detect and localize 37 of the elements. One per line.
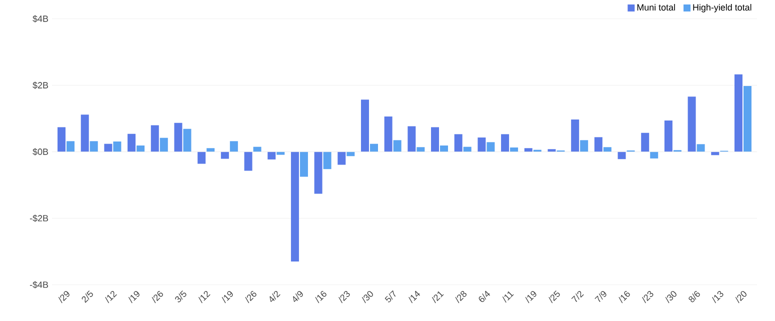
legend-label: Muni total [637, 4, 675, 11]
x-tick-label: 4/9 [293, 291, 303, 302]
x-tick-label: 2/5 [82, 290, 93, 303]
x-tick-label: /12 [105, 291, 117, 304]
x-tick-label: /21 [432, 291, 444, 304]
x-tick-label: /13 [712, 291, 724, 304]
x-tick-label: /20 [735, 291, 746, 304]
y-tick-label: $4B [32, 15, 48, 23]
x-tick-label: 3/5 [175, 290, 186, 302]
x-tick-label: /12 [198, 291, 210, 304]
x-tick-label: 6/4 [478, 290, 490, 302]
x-tick-label: /23 [642, 291, 654, 304]
x-tick-label: /29 [58, 291, 70, 304]
x-tick-label: /19 [128, 291, 140, 304]
x-tick-label: 7/2 [571, 291, 584, 302]
x-tick-label: /16 [618, 291, 630, 304]
legend-label: High-yield total [693, 4, 752, 12]
y-tick-label: -$2B [30, 214, 48, 222]
x-tick-label: /19 [525, 291, 536, 304]
x-tick-label: /26 [245, 291, 256, 304]
x-tick-label: /16 [315, 291, 326, 304]
x-tick-label: /11 [502, 291, 514, 303]
y-tick-label: -$4B [30, 281, 48, 289]
x-tick-label: /26 [152, 291, 163, 304]
x-tick-label: 5/7 [384, 290, 396, 302]
x-tick-label: /30 [362, 291, 373, 304]
x-tick-label: /25 [548, 290, 560, 304]
x-tick-label: /19 [222, 291, 233, 304]
x-tick-label: 4/2 [270, 291, 280, 302]
x-tick-label: 7/9 [594, 291, 606, 302]
x-tick-label: /28 [455, 291, 467, 304]
y-tick-label: $0B [32, 148, 48, 156]
x-tick-label: /14 [408, 290, 420, 304]
x-tick-label: /30 [665, 291, 676, 304]
x-tick-label: /23 [338, 291, 350, 304]
y-tick-label: $2B [32, 82, 48, 90]
x-tick-label: 8/6 [688, 291, 700, 302]
